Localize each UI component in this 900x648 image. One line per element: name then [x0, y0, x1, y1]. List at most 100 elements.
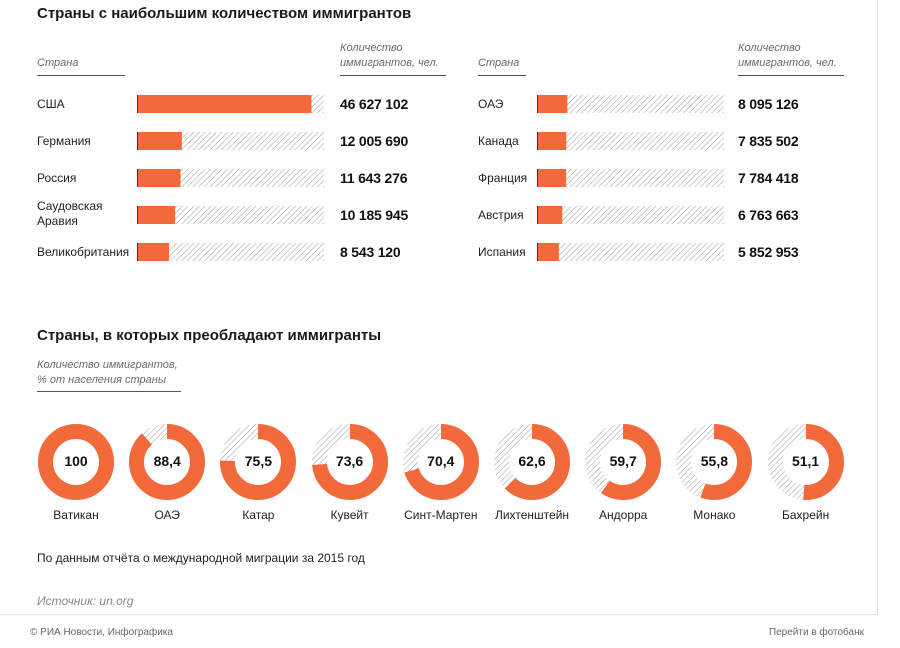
country-label-line: Испания — [478, 245, 526, 259]
donut-slice — [220, 424, 297, 500]
bar-value-label: 11 643 276 — [340, 170, 408, 186]
bar — [537, 243, 559, 261]
bar-value-label: 8 095 126 — [738, 96, 799, 112]
pct-header-line2: % от населения страны — [37, 374, 166, 386]
country-label-line: Аравия — [37, 214, 78, 228]
bar-background — [137, 132, 324, 150]
bar — [137, 243, 169, 261]
country-label: Франция — [478, 171, 527, 186]
bar — [537, 95, 568, 113]
donut — [129, 424, 206, 500]
value-header-left-line1: Количество — [340, 42, 403, 54]
bar-background — [537, 169, 724, 187]
note: По данным отчёта о международной миграци… — [37, 551, 365, 565]
title-top: Страны с наибольшим количеством иммигран… — [37, 5, 412, 22]
donut-value-label: 75,5 — [244, 453, 273, 469]
country-label-line: Саудовская — [37, 199, 103, 213]
bar-track — [537, 243, 724, 261]
country-label-line: Австрия — [478, 208, 524, 222]
country-label: ОАЭ — [478, 97, 503, 112]
country-header-left: Страна — [37, 57, 79, 69]
bar-background — [137, 206, 324, 224]
bar — [537, 169, 567, 187]
pct-header-line1: Количество иммигрантов, — [37, 359, 178, 371]
donut-country-label: Бахрейн — [781, 508, 830, 522]
bar-background — [137, 169, 324, 187]
donut-slice — [676, 424, 753, 500]
donut — [38, 424, 114, 500]
country-label: Австрия — [478, 208, 524, 223]
donut — [585, 424, 662, 500]
bar-value-label: 7 835 502 — [738, 133, 799, 149]
donut — [494, 424, 570, 500]
country-label-line: Россия — [37, 171, 77, 185]
value-header-right-line2: иммигрантов, чел. — [738, 57, 837, 69]
bar-background — [537, 243, 724, 261]
rule-country-right — [478, 75, 526, 76]
country-label: Саудовская Аравия — [37, 199, 103, 229]
donut-country-label: ОАЭ — [154, 508, 180, 522]
bar — [537, 132, 567, 150]
donut-value-label: 73,6 — [335, 453, 364, 469]
country-label: США — [37, 97, 65, 112]
title-bottom: Страны, в которых преобладают иммигранты — [37, 327, 382, 344]
donut-slice — [38, 424, 114, 500]
bar-value-label: 7 784 418 — [738, 170, 799, 186]
donut — [311, 424, 388, 500]
value-header-left-line2: иммигрантов, чел. — [340, 57, 439, 69]
rule-country-left — [37, 75, 125, 76]
photobank-link[interactable]: Перейти в фотобанк — [768, 627, 864, 638]
bar-background — [537, 132, 724, 150]
value-header-right-line1: Количество — [738, 42, 801, 54]
country-label-line: Великобритания — [37, 245, 130, 259]
country-label-line: ОАЭ — [478, 97, 504, 111]
bar — [137, 169, 181, 187]
bar — [137, 95, 312, 113]
donut-value-label: 88,4 — [153, 453, 181, 469]
bar-track — [137, 95, 324, 113]
country-label: Испания — [478, 245, 526, 260]
donut-value-label: 62,6 — [518, 453, 546, 469]
donut-slice — [311, 424, 388, 500]
pct-header: Количество иммигрантов, % от населения с… — [37, 358, 178, 388]
country-header-right: Страна — [478, 57, 520, 69]
donut-country-label: Лихтенштейн — [494, 508, 570, 522]
country-label-line: Германия — [37, 134, 91, 148]
bar-track — [537, 169, 724, 187]
bar-track — [537, 95, 724, 113]
bar-background — [137, 243, 324, 261]
bar-track — [137, 243, 324, 261]
bar-track — [137, 169, 324, 187]
country-label-line: США — [37, 97, 65, 111]
country-label: Великобритания — [37, 245, 129, 260]
bar-value-label: 12 005 690 — [340, 133, 409, 149]
footer-credit: © РИА Новости, Инфографика — [30, 627, 173, 638]
donut-slice — [129, 424, 206, 500]
donut — [220, 424, 297, 500]
bar-track — [537, 132, 724, 150]
donut-value-label: 100 — [64, 453, 88, 469]
bar-track — [137, 132, 324, 150]
donut-country-label: Кувейт — [330, 508, 369, 522]
country-label: Канада — [478, 134, 519, 149]
donut-country-label: Ватикан — [53, 508, 99, 522]
donut — [767, 424, 844, 500]
value-header-left: Количество иммигрантов, чел. — [340, 41, 439, 71]
bar-value-label: 46 627 102 — [340, 96, 409, 112]
country-label-line: Франция — [478, 171, 528, 185]
bar — [537, 206, 563, 224]
country-label-line: Канада — [478, 134, 519, 148]
bar-track — [137, 206, 324, 224]
donut-country-label: Катар — [242, 508, 275, 522]
donut-slice — [402, 424, 479, 500]
donut-value-label: 55,8 — [700, 453, 729, 469]
infographic-frame — [0, 0, 878, 615]
value-header-right: Количество иммигрантов, чел. — [738, 41, 837, 71]
donut — [676, 424, 753, 500]
donut-slice — [494, 424, 570, 500]
country-label: Россия — [37, 171, 76, 186]
rule-value-right — [738, 75, 844, 76]
bar-value-label: 6 763 663 — [738, 207, 799, 223]
bar-value-label: 5 852 953 — [738, 244, 799, 260]
donut-country-label: Синт-Мартен — [404, 508, 478, 522]
